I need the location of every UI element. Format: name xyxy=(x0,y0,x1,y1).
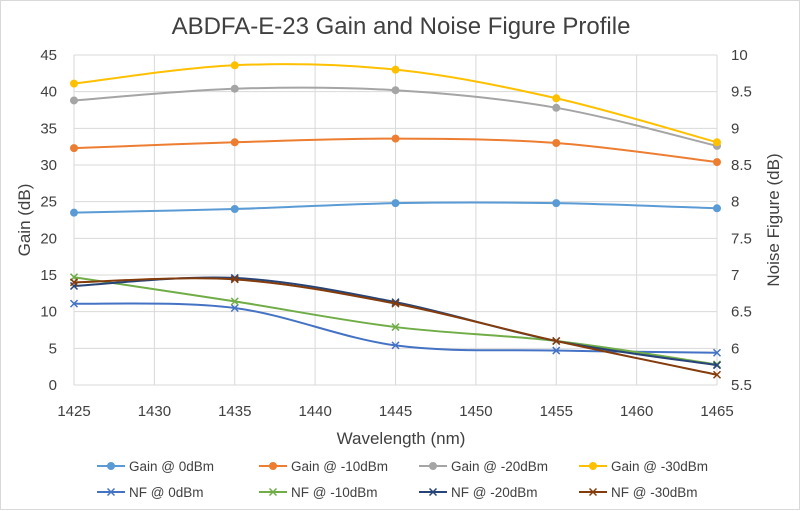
y-tick-label: 45 xyxy=(40,47,57,64)
series-5-point xyxy=(69,299,79,308)
legend-marker-1 xyxy=(107,462,115,470)
legend-marker-8 xyxy=(588,487,598,497)
series-8-point xyxy=(391,299,400,308)
series-1-point xyxy=(713,204,721,213)
legend-label-2: Gain @ -10dBm xyxy=(291,459,388,474)
y-tick-label: 0 xyxy=(49,377,57,394)
series-7-point xyxy=(712,361,722,370)
y-tick-label: 25 xyxy=(40,194,57,211)
x-tick-label: 1435 xyxy=(218,403,251,420)
x-tick-label: 1425 xyxy=(57,403,90,420)
x-tick-label: 1445 xyxy=(379,403,412,420)
y-axis-title: Gain (dB) xyxy=(15,184,34,257)
legend-label-3: Gain @ -20dBm xyxy=(451,459,548,474)
series-3-point xyxy=(552,103,561,112)
x-tick-label: 1450 xyxy=(459,403,492,420)
x-tick-label: 1440 xyxy=(298,403,331,420)
y2-tick-label: 6 xyxy=(731,340,739,357)
series-2-point xyxy=(70,144,78,153)
y2-tick-label: 9 xyxy=(731,120,739,137)
y-tick-label: 5 xyxy=(49,340,57,357)
series-4-point xyxy=(391,65,400,74)
y-tick-label: 30 xyxy=(40,157,57,174)
y2-tick-label: 7.5 xyxy=(731,230,752,247)
x-tick-label: 1460 xyxy=(620,403,653,420)
x-tick-label: 1455 xyxy=(540,403,573,420)
legend-marker-3 xyxy=(429,462,437,470)
series-8-point xyxy=(69,278,79,287)
series-1-point xyxy=(391,199,400,208)
series-4-point xyxy=(552,94,561,103)
x-tick-label: 1465 xyxy=(700,403,733,420)
y-tick-label: 20 xyxy=(40,230,57,247)
series-2-point xyxy=(713,158,721,167)
series-4-point xyxy=(230,61,239,70)
x-axis-title: Wavelength (nm) xyxy=(337,429,466,448)
series-8-point xyxy=(230,275,239,284)
series-5-point xyxy=(230,303,239,313)
series-1-point xyxy=(552,199,561,208)
y-tick-label: 35 xyxy=(40,120,57,137)
y-tick-label: 15 xyxy=(40,267,57,284)
series-3-point xyxy=(391,86,400,95)
legend-label-4: Gain @ -30dBm xyxy=(611,459,708,474)
series-1-point xyxy=(70,208,78,217)
series-2-point xyxy=(552,139,561,147)
series-5-point xyxy=(712,348,722,357)
legend-marker-4 xyxy=(589,462,597,470)
legend-marker-6 xyxy=(268,487,278,497)
y2-tick-label: 8 xyxy=(731,194,739,211)
series-2-point xyxy=(230,138,239,147)
series-6-point xyxy=(391,323,400,332)
legend-label-5: NF @ 0dBm xyxy=(129,485,203,500)
legend-label-1: Gain @ 0dBm xyxy=(129,459,214,474)
legend-label-6: NF @ -10dBm xyxy=(291,485,377,500)
y2-tick-label: 7 xyxy=(731,267,739,284)
legend-marker-2 xyxy=(269,462,277,470)
series-3-point xyxy=(70,96,78,105)
legend-marker-7 xyxy=(428,487,438,497)
chart-title: ABDFA-E-23 Gain and Noise Figure Profile xyxy=(172,13,631,40)
series-4-point xyxy=(70,79,78,88)
legend-label-7: NF @ -20dBm xyxy=(451,485,537,500)
series-6-point xyxy=(230,297,239,306)
series-4-point xyxy=(713,138,721,147)
y2-axis-title: Noise Figure (dB) xyxy=(764,153,783,286)
y-tick-label: 10 xyxy=(40,304,57,321)
series-8-point xyxy=(552,336,561,346)
y2-tick-label: 9.5 xyxy=(731,84,752,101)
y2-tick-label: 10 xyxy=(731,47,748,64)
x-tick-label: 1430 xyxy=(138,403,171,420)
legend-label-8: NF @ -30dBm xyxy=(611,485,697,500)
y2-tick-label: 6.5 xyxy=(731,304,752,321)
series-3-point xyxy=(230,84,239,93)
series-8-point xyxy=(712,370,722,379)
series-5-point xyxy=(391,341,400,350)
y2-tick-label: 8.5 xyxy=(731,157,752,174)
series-5-point xyxy=(552,346,561,355)
series-2-point xyxy=(391,134,400,143)
y2-tick-label: 5.5 xyxy=(731,377,752,394)
y-tick-label: 40 xyxy=(40,84,57,101)
series-1-point xyxy=(230,205,239,213)
legend-marker-5 xyxy=(106,487,116,497)
